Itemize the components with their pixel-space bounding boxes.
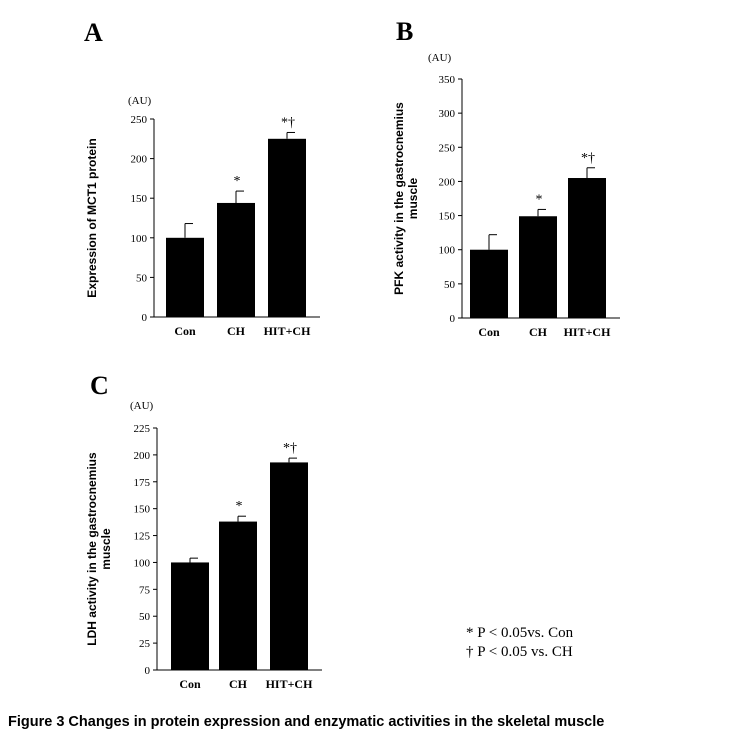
panel-c-significance-marker: *†: [283, 441, 297, 456]
legend-line-1: * P < 0.05vs. Con: [466, 625, 574, 641]
panel-b-category-label: Con: [478, 325, 500, 339]
panel-a-significance-marker: *: [234, 174, 241, 189]
panel-a-category-label: HIT+CH: [264, 324, 312, 338]
panel-c-y-tick-label: 50: [139, 611, 151, 623]
panel-c-category-label: HIT+CH: [266, 677, 314, 691]
panel-b-significance-marker: *: [536, 192, 543, 207]
panel-b-y-axis-title: PFK activity in the gastrocnemiusmuscle: [392, 102, 420, 295]
panel-b-bar: [568, 178, 606, 318]
legend-line-2: † P < 0.05 vs. CH: [466, 644, 573, 660]
panel-a-y-tick-label: 100: [131, 233, 148, 245]
panel-c-bar: [270, 462, 308, 670]
panel-c-category-label: Con: [179, 677, 201, 691]
panel-a-y-tick-label: 250: [131, 114, 148, 126]
panel-c-y-tick-label: 75: [139, 584, 151, 596]
panel-b-y-tick-label: 150: [439, 211, 456, 223]
panel-a-y-tick-label: 50: [136, 272, 148, 284]
panel-b-bar: [470, 249, 508, 318]
panel-c-letter: C: [90, 371, 109, 400]
panel-b-y-tick-label: 250: [439, 142, 456, 154]
panel-b-unit-label: (AU): [428, 52, 452, 64]
panel-b-y-tick-label: 300: [439, 108, 456, 120]
panel-a-significance-marker: *†: [281, 115, 295, 130]
panel-b-y-tick-label: 100: [439, 245, 456, 257]
panel-b-letter: B: [396, 17, 413, 46]
panel-a-y-tick-label: 200: [131, 154, 148, 166]
panel-a-unit-label: (AU): [128, 95, 152, 107]
panel-a-letter: A: [84, 18, 103, 47]
panel-c-y-tick-label: 200: [134, 450, 151, 462]
panel-b-y-tick-label: 350: [439, 74, 456, 86]
panel-c-y-axis-title: LDH activity in the gastrocnemiusmuscle: [85, 452, 113, 646]
panel-c-y-tick-label: 175: [134, 477, 151, 489]
panel-a-bar: [166, 237, 204, 317]
panel-c-bar: [171, 562, 209, 670]
panel-b-y-tick-label: 200: [439, 176, 456, 188]
panel-c-y-tick-label: 150: [134, 504, 151, 516]
panel-c-category-label: CH: [229, 677, 248, 691]
panel-c-y-tick-label: 100: [134, 557, 151, 569]
figure-caption: Figure 3 Changes in protein expression a…: [8, 714, 604, 730]
panel-b-y-tick-label: 0: [450, 313, 456, 325]
panel-b-bar: [519, 216, 557, 318]
panel-c-unit-label: (AU): [130, 400, 154, 412]
panel-a-y-tick-label: 150: [131, 193, 148, 205]
panel-c-significance-marker: *: [236, 499, 243, 514]
panel-b-category-label: HIT+CH: [564, 325, 612, 339]
panel-b-y-tick-label: 50: [444, 279, 456, 291]
panel-a-y-axis-title: Expression of MCT1 protein: [85, 138, 99, 297]
panel-c-y-tick-label: 225: [134, 423, 151, 435]
panel-a-bar: [217, 202, 255, 317]
panel-c-y-tick-label: 25: [139, 638, 151, 650]
panel-b-category-label: CH: [529, 325, 548, 339]
panel-c-bar: [219, 521, 257, 670]
panel-a-category-label: CH: [227, 324, 246, 338]
panel-b-significance-marker: *†: [581, 151, 595, 166]
panel-c-y-tick-label: 125: [134, 531, 151, 543]
panel-a-y-tick-label: 0: [142, 312, 148, 324]
panel-a-bar: [268, 138, 306, 317]
panel-a-category-label: Con: [174, 324, 196, 338]
panel-c-y-tick-label: 0: [145, 665, 151, 677]
